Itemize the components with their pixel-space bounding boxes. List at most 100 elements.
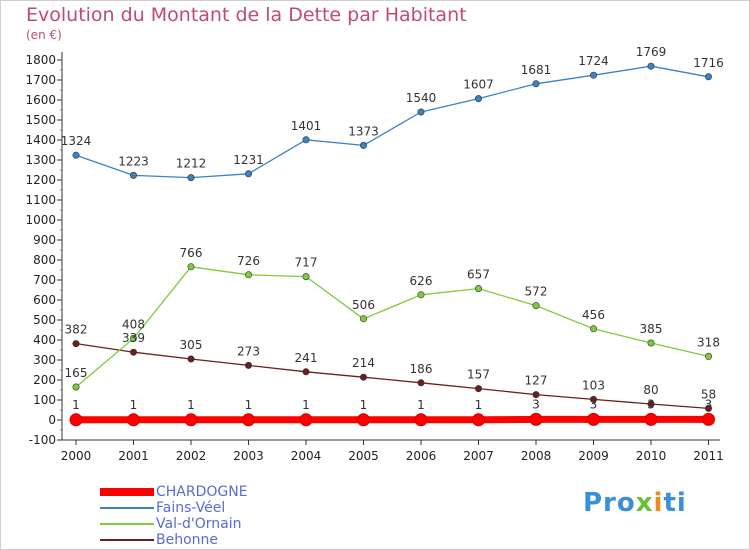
- legend-item-val-d-ornain: Val-d'Ornain: [100, 516, 360, 532]
- x-tick-label: 2000: [61, 449, 92, 463]
- data-label: 273: [237, 344, 260, 358]
- y-tick-label: 700: [33, 273, 56, 287]
- x-tick-label: 2011: [693, 449, 724, 463]
- y-tick-label: 1500: [25, 113, 56, 127]
- data-label: 305: [180, 338, 203, 352]
- data-label: 1212: [176, 157, 207, 171]
- data-label: 1716: [693, 56, 724, 70]
- series-layer: [69, 62, 715, 427]
- y-tick-label: 900: [33, 233, 56, 247]
- data-point: [647, 62, 655, 70]
- data-label: 726: [237, 254, 260, 268]
- data-label: 456: [582, 308, 605, 322]
- data-point: [417, 379, 425, 387]
- x-tick-label: 2005: [348, 449, 379, 463]
- data-point: [474, 285, 482, 293]
- x-tick-label: 2002: [176, 449, 207, 463]
- data-label: 506: [352, 298, 375, 312]
- y-tick-label: 600: [33, 293, 56, 307]
- series-line: [75, 65, 709, 179]
- y-tick-label: 1800: [25, 53, 56, 67]
- data-point: [529, 412, 543, 426]
- y-tick-label: 400: [33, 333, 56, 347]
- x-tick-label: 2006: [406, 449, 437, 463]
- data-label: 657: [467, 268, 490, 282]
- data-label: 103: [582, 378, 605, 392]
- data-label: 1540: [406, 91, 437, 105]
- data-point: [647, 339, 655, 347]
- y-tick-label: 300: [33, 353, 56, 367]
- x-tick-label: 2008: [521, 449, 552, 463]
- y-tick-label: -100: [29, 433, 56, 447]
- axes: -100 0 100 200 300 400 500 600 700 800 900 1000 1100…: [25, 52, 724, 463]
- data-label: 1: [302, 398, 310, 412]
- legend-item-chardogne: CHARDOGNE: [100, 484, 360, 500]
- data-label: 58: [701, 387, 716, 401]
- data-point: [302, 273, 310, 281]
- data-point: [187, 263, 195, 271]
- data-label: 157: [467, 368, 490, 382]
- data-point: [359, 373, 367, 381]
- data-label: 1769: [636, 45, 667, 59]
- data-point: [587, 412, 600, 426]
- data-point: [589, 395, 597, 403]
- y-tick-label: 500: [33, 313, 56, 327]
- data-label: 1607: [463, 78, 494, 92]
- data-point: [184, 413, 198, 427]
- data-label: 165: [65, 366, 88, 380]
- data-point: [72, 151, 80, 159]
- data-label: 572: [525, 285, 548, 299]
- legend-swatch: [100, 507, 154, 509]
- labels-layer: 1 1 1 1 1 1 1 1 3 3 3 3 1324 1223 1212 1231 1401 1373 1540…: [61, 45, 724, 412]
- legend-label: CHARDOGNE: [156, 484, 248, 500]
- data-label: 1373: [348, 124, 379, 138]
- legend-swatch: [100, 488, 154, 496]
- data-label: 626: [410, 274, 433, 288]
- y-tick-label: 1400: [25, 133, 56, 147]
- data-label: 339: [122, 331, 145, 345]
- data-point: [69, 413, 83, 427]
- data-label: 1231: [233, 153, 264, 167]
- chart-unit: (en €): [26, 28, 62, 42]
- data-point: [357, 413, 370, 427]
- y-tick-label: 1700: [25, 73, 56, 87]
- data-label: 1724: [578, 54, 609, 68]
- data-label: 1: [475, 398, 483, 412]
- x-tick-label: 2010: [636, 449, 667, 463]
- data-label: 1401: [291, 119, 322, 133]
- data-label: 186: [410, 362, 433, 376]
- data-point: [704, 404, 712, 412]
- data-label: 3: [532, 397, 540, 411]
- data-point: [130, 348, 138, 356]
- y-tick-label: 1200: [25, 173, 56, 187]
- data-point: [302, 136, 310, 144]
- data-point: [704, 352, 712, 360]
- data-point: [245, 170, 253, 178]
- data-label: 1223: [118, 154, 149, 168]
- y-tick-label: 1100: [25, 193, 56, 207]
- data-label: 1: [245, 398, 253, 412]
- data-point: [532, 302, 540, 310]
- data-label: 385: [640, 322, 663, 336]
- data-point: [299, 413, 313, 427]
- y-tick-label: 1300: [25, 153, 56, 167]
- legend-swatch: [100, 539, 154, 541]
- data-point: [245, 271, 253, 279]
- y-tick-label: 100: [33, 393, 56, 407]
- data-label: 214: [352, 356, 375, 370]
- data-point: [414, 413, 428, 427]
- data-point: [130, 171, 138, 179]
- data-label: 3: [647, 397, 655, 411]
- data-point: [359, 315, 367, 323]
- data-label: 80: [643, 383, 658, 397]
- x-tick-label: 2004: [291, 449, 322, 463]
- data-label: 1681: [521, 63, 552, 77]
- data-label: 1: [130, 398, 138, 412]
- data-label: 717: [295, 256, 318, 270]
- data-point: [417, 108, 425, 116]
- data-point: [647, 400, 655, 408]
- y-tick-label: 1600: [25, 93, 56, 107]
- data-label: 1: [360, 398, 368, 412]
